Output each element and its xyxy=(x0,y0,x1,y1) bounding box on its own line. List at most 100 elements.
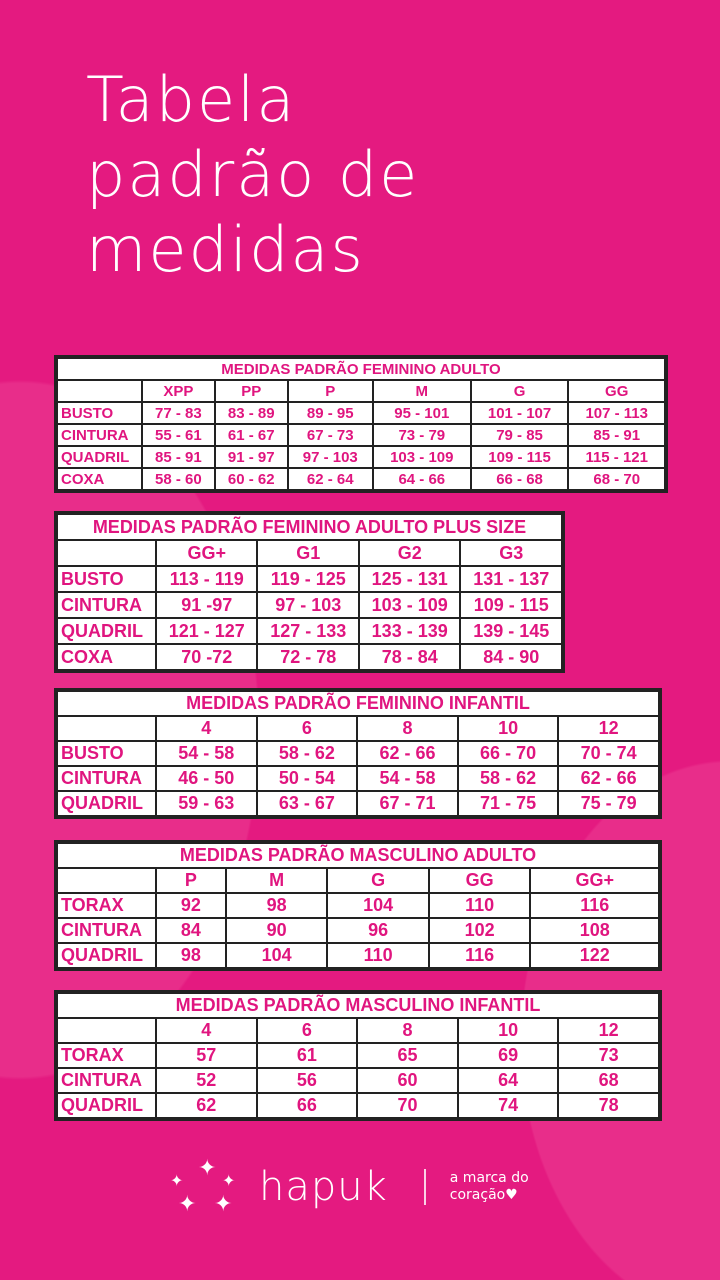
table-row: BUSTO 113 - 119 119 - 125 125 - 131 131 - 13… xyxy=(56,565,563,593)
measure-value: 83 - 89 xyxy=(213,401,289,425)
measure-value: 96 xyxy=(326,917,430,944)
measure-value: 98 xyxy=(224,892,329,919)
measure-value: 62 - 66 xyxy=(356,740,459,767)
table-row: COXA 58 - 60 60 - 62 62 - 64 64 - 66 66 - 68 6… xyxy=(56,467,666,491)
empty-cell xyxy=(56,539,157,567)
measure-label: TORAX xyxy=(56,1042,157,1069)
measure-value: 110 xyxy=(427,892,532,919)
measure-value: 113 - 119 xyxy=(154,565,259,593)
measure-value: 97 - 103 xyxy=(286,445,374,469)
measure-value: 73 - 79 xyxy=(371,423,472,447)
size-header: XPP xyxy=(141,379,216,403)
size-header: M xyxy=(371,379,472,403)
size-header: P xyxy=(155,867,227,894)
table-row: CINTURA 84 90 96 102 108 xyxy=(56,917,660,944)
sparkles-icon: ✦ ✦ ✦ ✦ ✦ xyxy=(170,1155,236,1216)
measure-value: 67 - 71 xyxy=(356,790,459,817)
measure-value: 78 - 84 xyxy=(357,643,462,671)
measure-label: BUSTO xyxy=(56,401,143,425)
size-header: M xyxy=(224,867,329,894)
table-row: CINTURA 91 -97 97 - 103 103 - 109 109 - 115 xyxy=(56,591,563,619)
empty-cell xyxy=(56,867,157,894)
title-line: Tabela xyxy=(86,63,297,136)
measure-value: 50 - 54 xyxy=(255,765,359,792)
measure-value: 60 xyxy=(356,1067,459,1094)
measure-value: 125 - 131 xyxy=(357,565,462,593)
brand-name: hapuk xyxy=(259,1164,388,1210)
table-feminino-adulto: MEDIDAS PADRÃO FEMININO ADULTO XPP PP P M G GG… xyxy=(56,357,666,491)
measure-value: 65 xyxy=(356,1042,459,1069)
measure-value: 85 - 91 xyxy=(141,445,216,469)
measure-value: 95 - 101 xyxy=(371,401,472,425)
measure-value: 64 - 66 xyxy=(371,467,472,491)
measure-value: 60 - 62 xyxy=(213,467,289,491)
table-row: QUADRIL 121 - 127 127 - 133 133 - 139 139 - … xyxy=(56,617,563,645)
empty-cell xyxy=(56,379,143,403)
measure-value: 67 - 73 xyxy=(286,423,374,447)
measure-value: 75 - 79 xyxy=(557,790,660,817)
tagline: a marca do coração♥ xyxy=(450,1170,529,1204)
measure-value: 84 - 90 xyxy=(459,643,563,671)
size-header: GG+ xyxy=(529,867,660,894)
measure-value: 89 - 95 xyxy=(286,401,374,425)
measure-value: 69 xyxy=(456,1042,560,1069)
measure-value: 66 xyxy=(255,1092,359,1119)
measure-value: 85 - 91 xyxy=(567,423,666,447)
measure-value: 115 - 121 xyxy=(567,445,666,469)
measure-value: 84 xyxy=(155,917,227,944)
measure-value: 52 xyxy=(155,1067,258,1094)
measure-label: QUADRIL xyxy=(56,445,143,469)
footer-logo: ✦ ✦ ✦ ✦ ✦ hapuk a marca do coração♥ xyxy=(170,1152,529,1222)
size-header: 12 xyxy=(557,1017,660,1044)
size-header: 12 xyxy=(557,715,660,742)
measure-value: 55 - 61 xyxy=(141,423,216,447)
empty-cell xyxy=(56,1017,157,1044)
measure-value: 98 xyxy=(155,942,227,969)
measure-value: 119 - 125 xyxy=(256,565,360,593)
table-row: QUADRIL 62 66 70 74 78 xyxy=(56,1092,660,1119)
measure-value: 68 - 70 xyxy=(567,467,666,491)
measure-label: TORAX xyxy=(56,892,157,919)
measure-value: 46 - 50 xyxy=(155,765,258,792)
measure-value: 61 xyxy=(255,1042,359,1069)
size-header: 10 xyxy=(456,715,560,742)
size-header: 10 xyxy=(456,1017,560,1044)
size-header: G1 xyxy=(256,539,360,567)
measure-label: CINTURA xyxy=(56,765,157,792)
divider xyxy=(423,1169,426,1205)
measure-value: 58 - 62 xyxy=(255,740,359,767)
table-masculino-infantil: MEDIDAS PADRÃO MASCULINO INFANTIL 4 6 8 10 12… xyxy=(56,992,660,1119)
measure-value: 97 - 103 xyxy=(256,591,360,619)
measure-value: 116 xyxy=(427,942,532,969)
measure-value: 66 - 68 xyxy=(469,467,570,491)
measure-value: 116 xyxy=(529,892,660,919)
measure-label: CINTURA xyxy=(56,1067,157,1094)
measure-value: 139 - 145 xyxy=(459,617,563,645)
measure-value: 91 - 97 xyxy=(213,445,289,469)
size-header: P xyxy=(286,379,374,403)
measure-label: QUADRIL xyxy=(56,617,157,645)
table-row: COXA 70 -72 72 - 78 78 - 84 84 - 90 xyxy=(56,643,563,671)
size-header: G xyxy=(326,867,430,894)
size-header: PP xyxy=(213,379,289,403)
measure-value: 70 xyxy=(356,1092,459,1119)
measure-value: 91 -97 xyxy=(154,591,259,619)
table-title: MEDIDAS PADRÃO FEMININO ADULTO PLUS SIZE xyxy=(56,513,563,541)
measure-label: COXA xyxy=(56,643,157,671)
measure-value: 109 - 115 xyxy=(459,591,563,619)
table-row: CINTURA 46 - 50 50 - 54 54 - 58 58 - 62 62 - … xyxy=(56,765,660,792)
measure-value: 121 - 127 xyxy=(154,617,259,645)
measure-value: 58 - 60 xyxy=(141,467,216,491)
heart-icon: ♥ xyxy=(505,1187,518,1203)
measure-value: 68 xyxy=(557,1067,660,1094)
table-row: TORAX 57 61 65 69 73 xyxy=(56,1042,660,1069)
size-header: 8 xyxy=(356,715,459,742)
empty-cell xyxy=(56,715,157,742)
table-row: QUADRIL 59 - 63 63 - 67 67 - 71 71 - 75 75 - … xyxy=(56,790,660,817)
measure-value: 62 - 66 xyxy=(557,765,660,792)
size-header: 8 xyxy=(356,1017,459,1044)
measure-value: 107 - 113 xyxy=(567,401,666,425)
table-title: MEDIDAS PADRÃO MASCULINO INFANTIL xyxy=(56,992,660,1019)
measure-value: 110 xyxy=(326,942,430,969)
table-row: CINTURA 52 56 60 64 68 xyxy=(56,1067,660,1094)
